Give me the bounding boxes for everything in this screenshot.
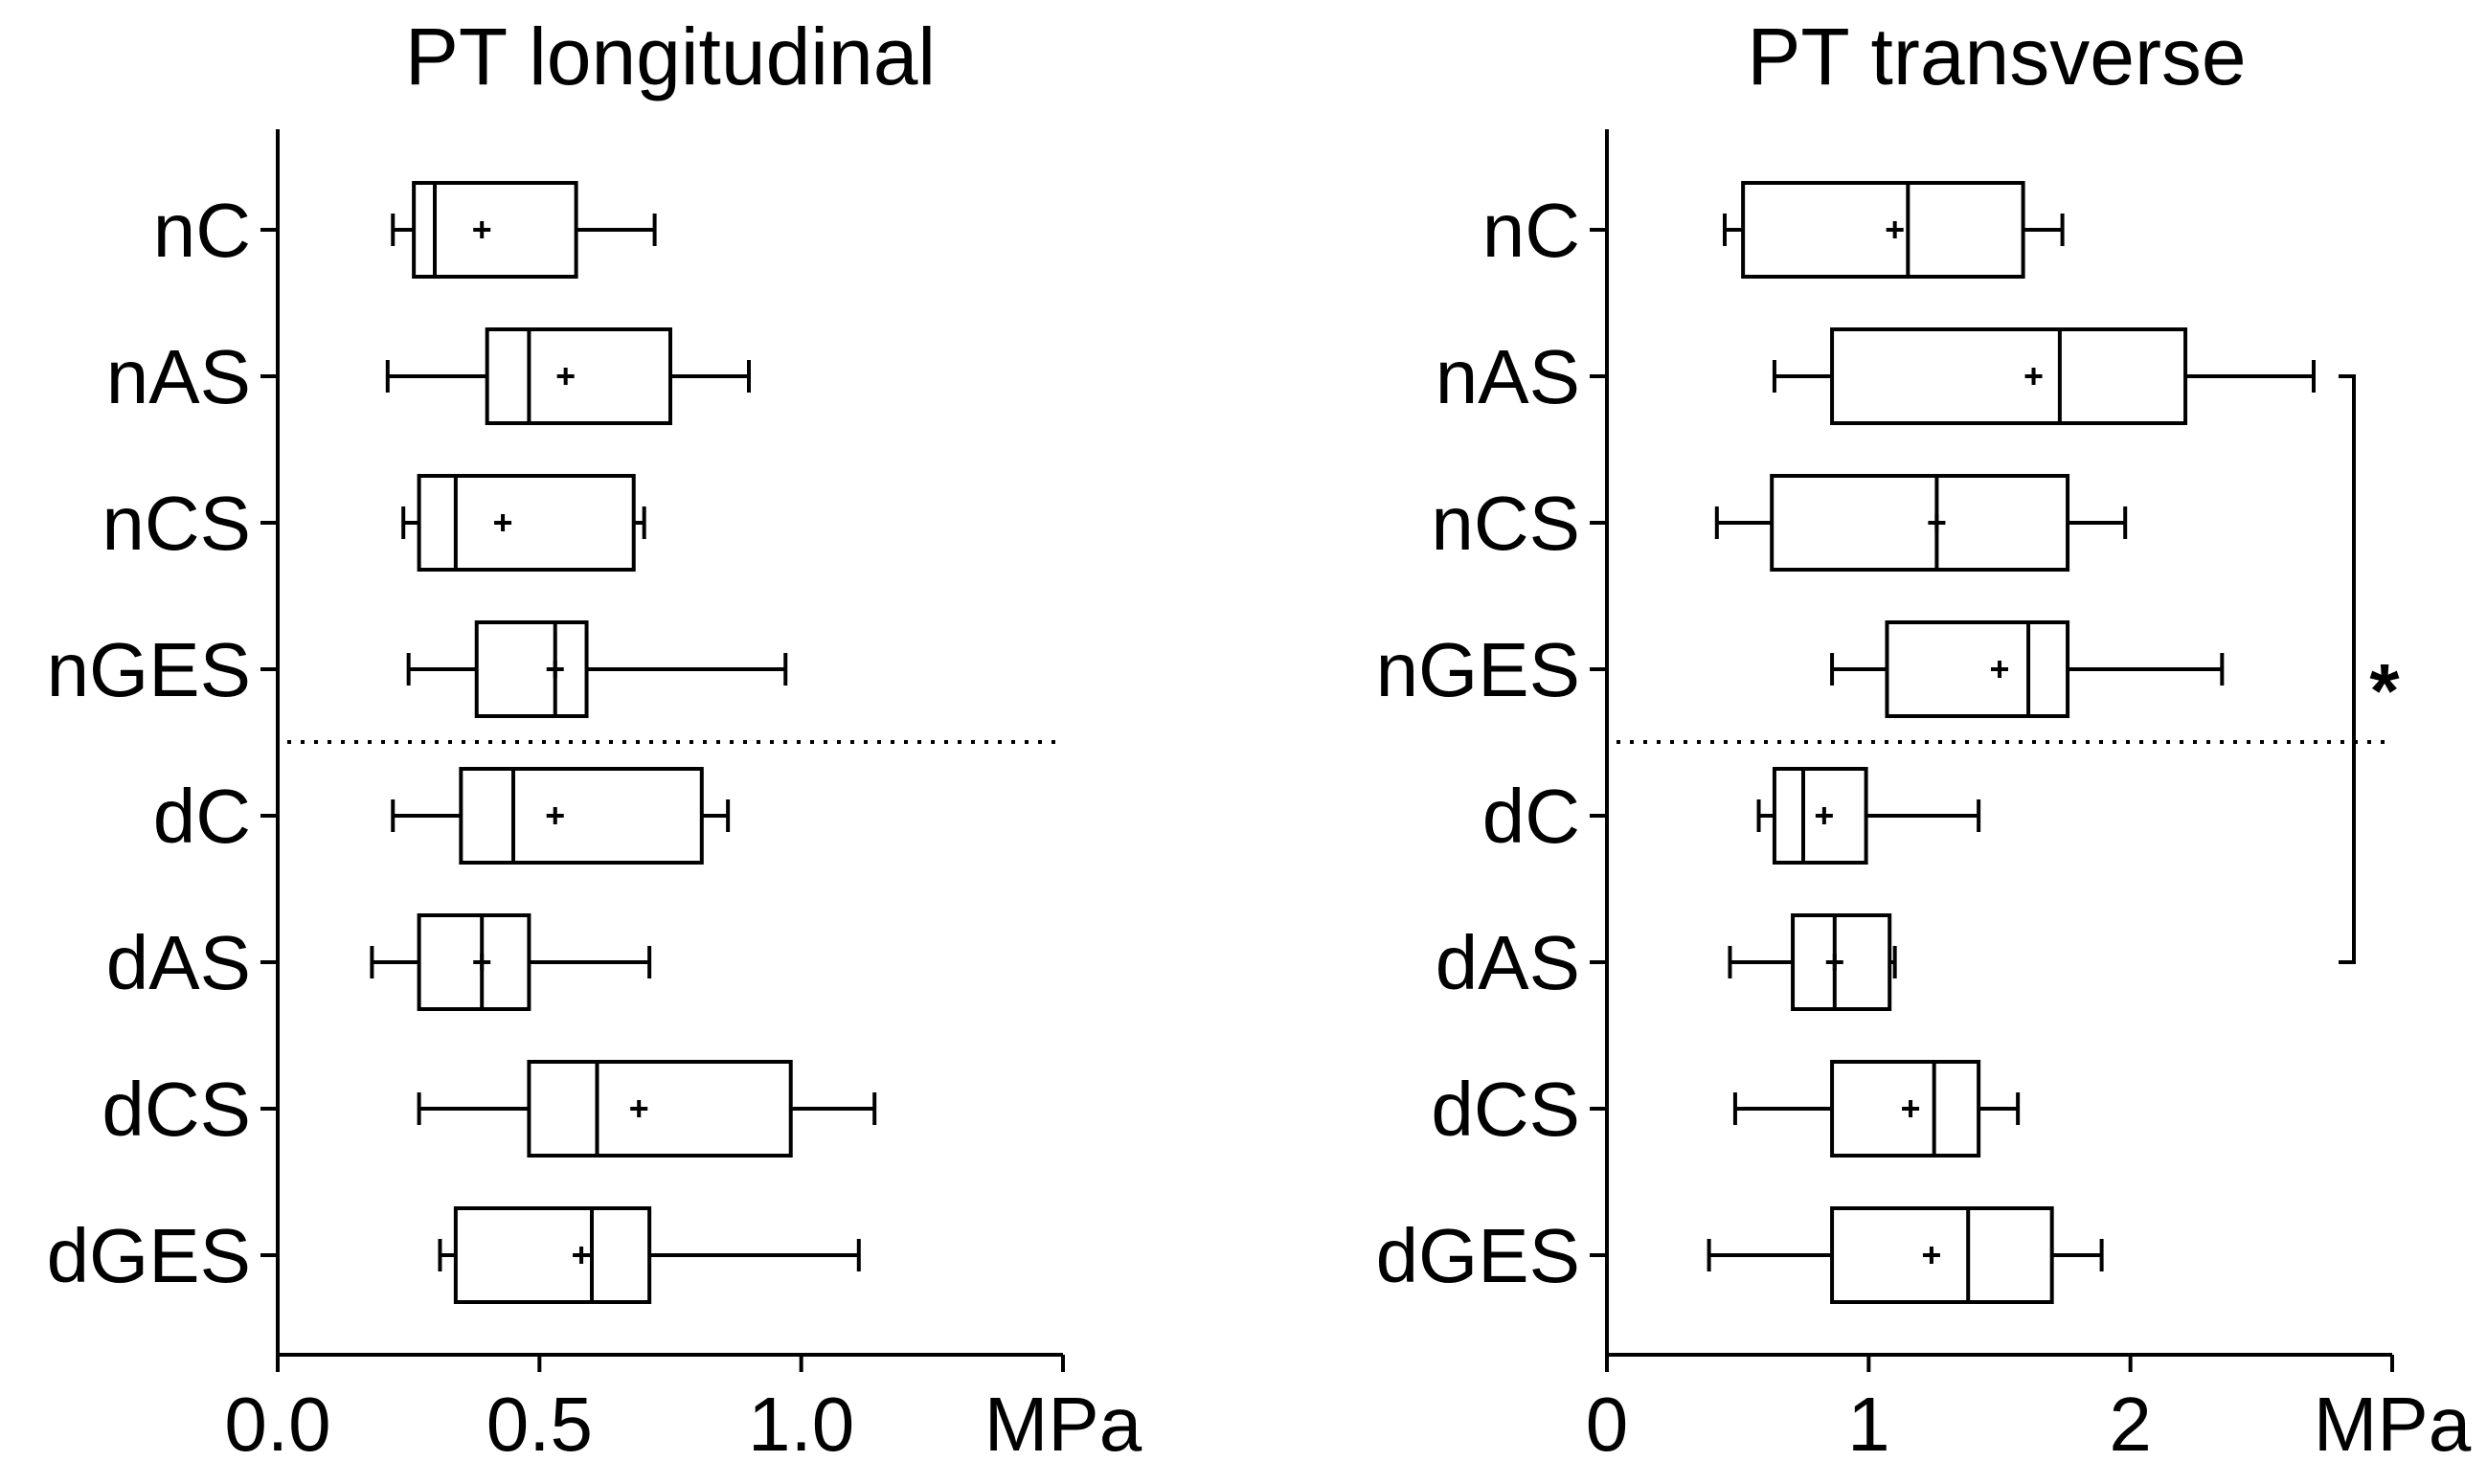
box-iqr (412, 181, 578, 279)
box-iqr (417, 474, 636, 572)
mean-marker (2024, 368, 2043, 385)
mean-marker (1815, 807, 1833, 824)
significance-bracket (2339, 374, 2356, 964)
mean-marker (473, 954, 491, 971)
box-iqr (1830, 327, 2188, 425)
category-label: nC (1482, 188, 1580, 273)
x-tick-label: 1.0 (748, 1382, 854, 1467)
mean-marker (1886, 221, 1904, 238)
box-row-nGES: nGES (47, 620, 788, 718)
category-label: nGES (47, 627, 251, 712)
x-axis-label: MPa (2314, 1382, 2472, 1467)
mean-marker (546, 807, 564, 824)
x-tick-label: 0.0 (224, 1382, 330, 1467)
box-row-dCS: dCS (102, 1060, 877, 1158)
x-tick-label: 0.5 (486, 1382, 593, 1467)
box-row-dCS: dCS (1431, 1060, 2021, 1158)
category-label: dAS (1436, 920, 1580, 1005)
mean-marker (556, 368, 575, 385)
box-row-dAS: dAS (106, 913, 652, 1011)
category-label: dGES (47, 1213, 251, 1298)
box-iqr (474, 620, 589, 718)
box-iqr (1885, 620, 2070, 718)
chart-title: PT transverse (1747, 11, 2246, 101)
category-label: dGES (1376, 1213, 1580, 1298)
mean-marker (1928, 514, 1946, 531)
mean-marker (573, 1247, 591, 1264)
category-label: dAS (106, 920, 251, 1005)
mean-marker (546, 661, 564, 678)
box-row-nAS: nAS (106, 327, 751, 425)
mean-marker (630, 1100, 648, 1117)
x-tick-label: 2 (2109, 1382, 2152, 1467)
mean-marker (1991, 661, 2008, 678)
box-row-dGES: dGES (47, 1206, 861, 1304)
box-iqr (1741, 181, 2025, 279)
panel-pt-transverse: PT transverse 0 1 2 MPa nC nAS nCS nGES dC dAS dCS… (1376, 11, 2472, 1467)
box-row-dAS: dAS (1436, 913, 1897, 1011)
mean-marker (1825, 954, 1843, 971)
box-iqr (1830, 1206, 2054, 1304)
significance-label: * (2369, 648, 2400, 733)
mean-marker (1902, 1100, 1920, 1117)
box-row-nC: nC (1482, 181, 2065, 279)
mean-marker (1922, 1247, 1940, 1264)
panel-pt-longitudinal: PT longitudinal 0.0 0.5 1.0 MPa nC nAS nCS nGES… (47, 11, 1142, 1467)
category-label: dC (1482, 774, 1580, 859)
box-row-dC: dC (153, 767, 731, 865)
mean-marker (473, 221, 491, 238)
category-label: nAS (106, 334, 251, 419)
category-label: dCS (1431, 1067, 1580, 1152)
box-row-nCS: nCS (102, 474, 646, 572)
category-label: dCS (102, 1067, 251, 1152)
box-iqr (1770, 474, 2070, 572)
box-row-nCS: nCS (1431, 474, 2128, 572)
x-axis-label: MPa (984, 1382, 1142, 1467)
mean-marker (494, 514, 512, 531)
box-row-nAS: nAS (1436, 327, 2316, 425)
box-iqr (453, 1206, 652, 1304)
box-iqr (459, 767, 704, 865)
chart-title: PT longitudinal (405, 11, 936, 101)
category-label: nC (153, 188, 251, 273)
category-label: dC (153, 774, 251, 859)
box-row-dC: dC (1482, 767, 1981, 865)
box-row-dGES: dGES (1376, 1206, 2104, 1304)
box-iqr (527, 1060, 793, 1158)
box-row-nGES: nGES (1376, 620, 2225, 718)
category-label: nCS (102, 481, 251, 566)
category-label: nGES (1376, 627, 1580, 712)
category-label: nAS (1436, 334, 1580, 419)
box-iqr (485, 327, 672, 425)
x-tick-label: 0 (1586, 1382, 1629, 1467)
x-tick-label: 1 (1847, 1382, 1890, 1467)
box-row-nC: nC (153, 181, 657, 279)
category-label: nCS (1431, 481, 1580, 566)
